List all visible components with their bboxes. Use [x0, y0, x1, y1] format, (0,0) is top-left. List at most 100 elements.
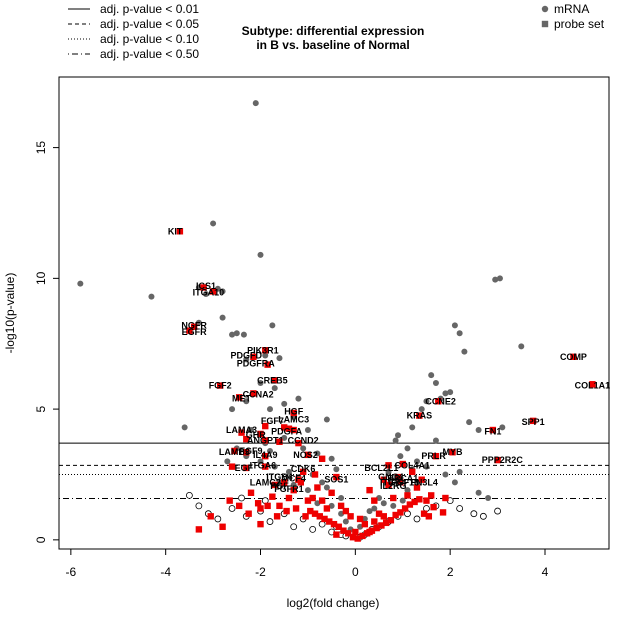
mrna-point	[224, 458, 231, 465]
probe-set-point	[243, 464, 250, 472]
probe-set-point	[228, 463, 236, 470]
probe-set-point	[207, 513, 214, 520]
probe-set-point	[420, 510, 428, 517]
mrna-open-point	[290, 523, 298, 531]
mrna-point	[229, 331, 236, 338]
probe-set-point	[219, 523, 226, 530]
mrna-open-point	[413, 515, 421, 523]
mrna-point	[323, 484, 330, 491]
probe-set-point	[411, 498, 418, 506]
probe-set-point	[264, 502, 271, 510]
mrna-point	[342, 518, 349, 525]
probe-set-point	[416, 412, 423, 419]
probe-set-point	[304, 451, 312, 459]
probe-set-point	[304, 497, 312, 504]
x-axis-title: log2(fold change)	[287, 596, 380, 610]
mrna-point	[271, 385, 278, 392]
probe-set-point	[340, 527, 347, 534]
probe-set-point	[314, 484, 321, 491]
probe-set-point	[413, 484, 421, 491]
mrna-point	[257, 251, 264, 258]
probe-set-point	[356, 515, 364, 523]
mrna-point	[304, 487, 311, 494]
probe-set-point	[235, 502, 243, 510]
gene-label: BCL2L1	[364, 463, 398, 473]
mrna-point	[333, 466, 340, 473]
x-tick-label: 0	[352, 565, 359, 579]
probe-set-point	[290, 409, 297, 417]
probe-set-point	[366, 486, 373, 494]
gene-label: MET	[232, 394, 252, 404]
mrna-point	[404, 445, 411, 452]
gene-label: FGF9	[240, 446, 263, 456]
probe-set-point	[326, 518, 333, 525]
mrna-point	[492, 276, 499, 283]
mrna-point	[243, 398, 250, 405]
gene-label: GNG4	[378, 472, 404, 482]
mrna-point	[271, 463, 278, 470]
probe-set-point	[250, 390, 257, 397]
mrna-open-point	[494, 507, 501, 515]
mrna-point	[328, 455, 335, 462]
mrna-point	[399, 497, 406, 504]
mrna-point	[376, 495, 383, 502]
x-tick-label: -4	[160, 565, 171, 579]
y-axis-title: -log10(p-value)	[3, 273, 17, 354]
mrna-point	[240, 331, 247, 338]
mrna-point	[202, 291, 209, 298]
legend-line-label: adj. p-value < 0.01	[100, 2, 199, 16]
probe-set-point	[257, 520, 264, 528]
mrna-point	[314, 500, 321, 507]
probe-set-point	[371, 518, 378, 525]
mrna-open-point	[479, 512, 487, 520]
probe-set-point	[399, 460, 406, 468]
mrna-point	[499, 424, 506, 431]
probe-set-point	[231, 447, 238, 455]
mrna-point	[451, 322, 458, 329]
probe-set-point	[276, 502, 283, 510]
probe-set-point	[250, 353, 257, 361]
probe-set-point	[352, 528, 359, 536]
mrna-point	[195, 284, 202, 291]
mrna-point	[338, 495, 345, 502]
probe-set-point	[328, 489, 335, 496]
probe-set-point	[257, 430, 264, 438]
probe-set-point	[529, 417, 537, 425]
probe-set-point	[257, 505, 264, 512]
legend-mrna-marker	[541, 5, 549, 13]
probe-set-point	[361, 520, 369, 528]
gene-label: PDGFA	[271, 426, 303, 436]
probe-set-point	[295, 439, 302, 447]
probe-set-point	[435, 398, 442, 405]
gene-label: LAMC3	[278, 415, 309, 425]
probe-set-point	[285, 494, 293, 502]
mrna-point	[300, 445, 307, 452]
mrna-point	[304, 427, 311, 434]
probe-set-point	[290, 486, 297, 494]
probe-set-point	[281, 424, 288, 431]
probe-set-point	[363, 530, 371, 537]
mrna-point	[181, 424, 188, 431]
probe-set-point	[589, 381, 596, 388]
probe-set-point	[283, 507, 290, 515]
gene-label: FGF7	[261, 416, 284, 426]
mrna-point	[276, 479, 283, 486]
mrna-point	[423, 463, 430, 470]
gene-label: COL4A1	[394, 460, 430, 470]
probe-set-point	[271, 481, 278, 489]
gene-label: CCND2	[288, 435, 319, 445]
chart-title-line-1: Subtype: differential expression	[242, 24, 425, 38]
probe-set-point	[297, 479, 305, 486]
probe-set-point	[186, 327, 193, 334]
mrna-point	[281, 434, 288, 441]
mrna-point	[461, 348, 468, 355]
probe-set-point	[385, 481, 392, 489]
mrna-point	[319, 479, 326, 486]
mrna-point	[269, 322, 276, 329]
probe-set-point	[430, 503, 437, 511]
probe-set-point	[427, 492, 435, 499]
probe-set-point	[292, 505, 300, 512]
mrna-open-point	[185, 491, 193, 499]
probe-set-point	[390, 494, 397, 502]
